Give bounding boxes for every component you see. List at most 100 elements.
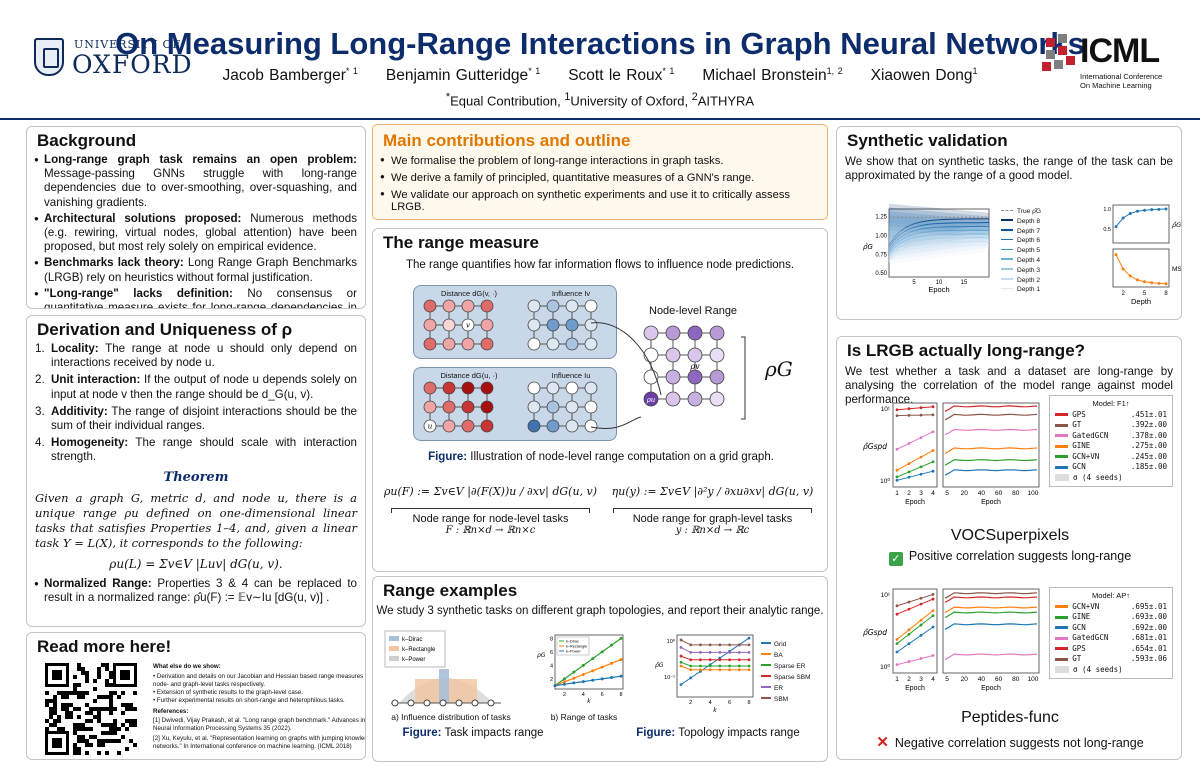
author-0: Jacob Bamberger* 1 [222,66,358,85]
topology-point [708,650,712,654]
contribution-1: We derive a family of principled, quanti… [373,172,827,184]
grid-node [461,381,475,395]
task-point [553,684,557,688]
task-point [619,658,623,662]
depth-band [889,203,989,238]
lrgb-ytick: 10¹ [881,406,891,413]
grid-box-v: Distance dG(v, ·) Influence Iv v [413,285,617,359]
legend-b-2: k–Power [566,650,582,654]
grid-node [527,299,541,313]
topology-series-0 [680,637,750,686]
mini-grid: v [423,299,494,351]
depth-series-4 [888,233,989,255]
topology-point [728,668,731,672]
grid-node [584,419,598,433]
lrgb-xtick: 40 [978,490,986,497]
poster-header: UNIVERSITY OF OXFORD On Measuring Long-R… [0,0,1200,120]
grid-node [480,381,494,395]
task-point [600,650,604,654]
grid-node [442,400,456,414]
topology-point [718,643,722,647]
topology-point [737,658,741,662]
arrow-v [590,322,662,396]
lrgb-xtick: 1 [895,490,899,497]
lrgb-xtick: 2 [907,490,911,497]
readmore-title: Read more here! [37,637,172,656]
ylabel-c: ρ̂G [655,662,664,669]
lrgb-point [895,663,899,666]
depth-series-5 [888,229,989,253]
ytick-c: 10⁻¹ [664,675,675,681]
range-grid-node [687,391,703,407]
derivation-title: Derivation and Uniqueness of ρ [37,320,293,339]
legend-model-4: GPS .654±.01 [1055,644,1167,655]
lrgb-point [931,405,935,409]
range-measure-panel: The range measure The range quantifies h… [372,228,828,572]
topology-point [747,643,751,647]
topology-point [708,643,712,647]
syn2-xlabel: Depth [1131,297,1151,306]
node-label: u [428,423,433,431]
xtick-b: 6 [601,692,604,698]
readmore-text: What else do we show: • Derivation and d… [153,663,365,753]
oxford-logo-top: UNIVERSITY OF [74,38,182,51]
topology-point [679,654,683,658]
task-point [610,643,614,647]
lrgb-series-late-1 [944,611,1038,619]
task-point [610,676,614,680]
topology-range-plot: 2 4 6 8 10⁰ 10⁻¹ k ρ̂G [655,634,754,714]
syn2-xtick: 8 [1164,291,1168,297]
syn-legend-2: Depth 7 [1001,227,1041,237]
lrgb-ylabel: ρ̂Gspd [863,628,887,637]
contribution-0: We formalise the problem of long-range i… [373,155,827,167]
syn-ytick: 1.00 [875,233,887,239]
range-measure-intro: The range quantifies how far information… [405,259,795,271]
lrgb-series-late-3 [944,653,1038,661]
task-point [572,670,576,674]
derivation-body: 1. Locality: The range at node u should o… [27,342,365,605]
grid-node [527,419,541,433]
mini-grid [527,299,598,351]
lrgb-series-late-5 [944,469,1038,476]
syn-ytick: 0.75 [875,252,887,258]
lrgb-ylabel: ρ̂Gspd [863,442,887,451]
syn2-ytick: 1.0 [1103,207,1111,213]
ylabel-b: ρG [537,652,546,659]
oxford-crest-icon [34,38,64,76]
author-2: Scott le Roux* 1 [568,66,675,85]
topology-legend-1: BA [761,650,811,661]
depth-mse-point [1164,282,1168,286]
lrgb-xtick: 3 [919,676,923,683]
xtick-b: 8 [619,692,622,698]
syn-xtick: 5 [912,280,916,286]
topology-point [737,643,741,647]
voc-verdict: ✓ Positive correlation suggests long-rang… [837,549,1181,566]
task-series-1 [554,659,622,687]
grid-node [565,337,579,351]
grid-node [442,381,456,395]
topology-series-4 [680,646,749,653]
topology-point [679,660,683,664]
topology-point [747,664,751,668]
topology-point [699,643,702,647]
pep-verdict: ✕ Negative correlation suggests not long-… [876,734,1144,751]
author-3: Michael Bronstein1, 2 [702,66,843,85]
lrgb-series-late-0 [944,606,1038,614]
lrgb-xtick: 100 [1028,490,1039,497]
grid-node [546,400,560,414]
range-measure-caption: Figure: Illustration of node-level range… [428,451,774,463]
grid-node [565,419,579,433]
qr-code-icon[interactable] [45,663,137,755]
lrgb-series-early-2 [896,626,934,653]
depth-series-8 [888,218,989,246]
lrgb-xlabel: Epoch [981,685,1001,692]
topology-legend-3: Sparse SBM [761,672,811,683]
grid-node [584,337,598,351]
depth-band [889,215,989,250]
task-point [581,680,585,684]
syn-legend-7: Depth 2 [1001,276,1041,286]
lrgb-intro: We test whether a task and a dataset are… [845,365,1173,407]
xlabel-b: k [587,698,591,705]
lrgb-series-late-0 [944,405,1038,412]
theorem-equation: ρu(L) = Σv∈V |Luv| dG(u, v). [109,556,283,571]
